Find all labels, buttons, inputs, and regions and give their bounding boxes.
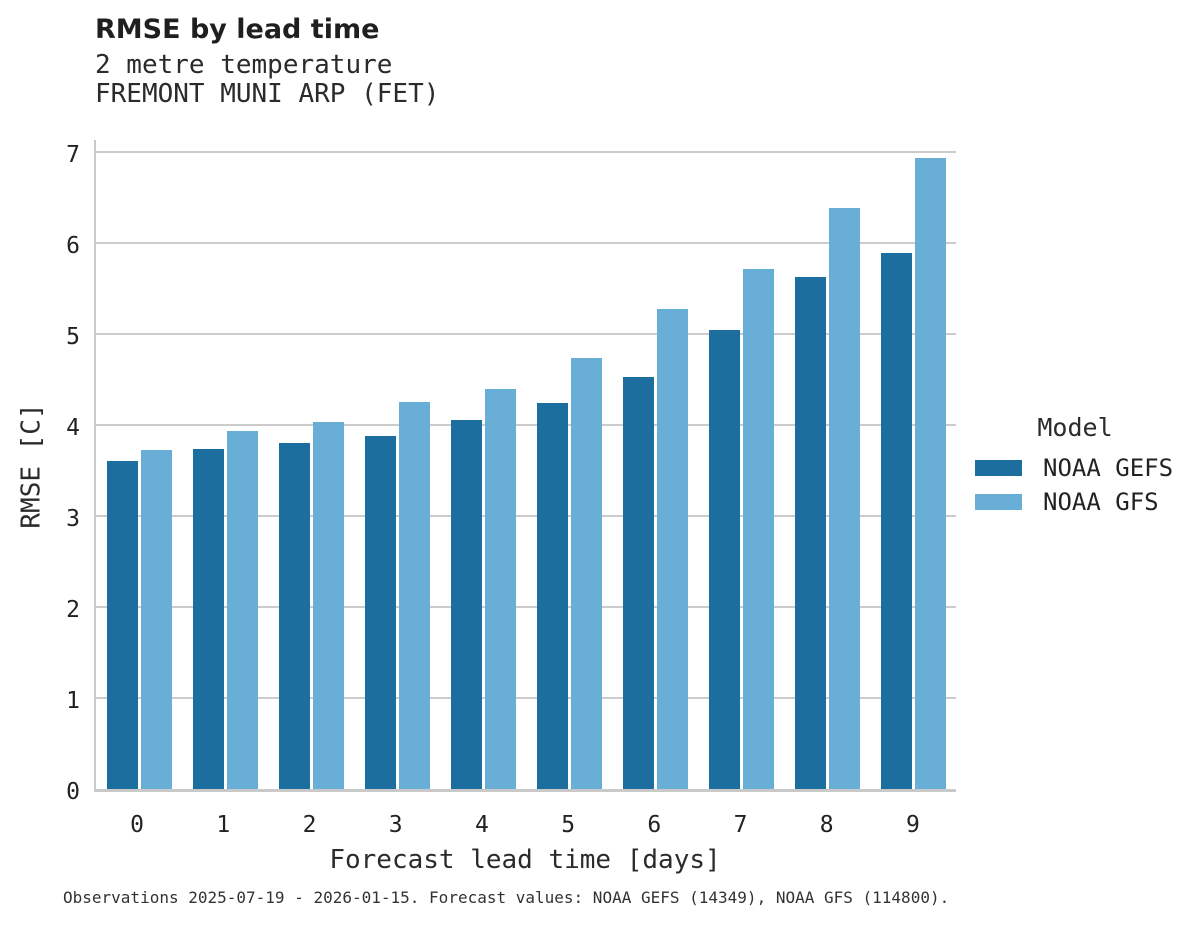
bar-noaa-gefs-day-1 [192, 449, 224, 789]
gridline-y-4 [96, 424, 956, 426]
gridline-y-7 [96, 151, 956, 153]
gridline-y-6 [96, 242, 956, 244]
legend-swatch-noaa-gfs [975, 494, 1022, 510]
x-tick-label-3: 3 [388, 812, 403, 838]
bar-group-day-4 [440, 140, 526, 789]
bar-noaa-gefs-day-8 [794, 277, 826, 789]
legend-label-noaa-gfs: NOAA GFS [1043, 488, 1159, 516]
bar-group-day-5 [526, 140, 612, 789]
bar-noaa-gefs-day-2 [278, 443, 310, 789]
x-tick-label-8: 8 [819, 812, 834, 838]
bar-group-day-7 [698, 140, 784, 789]
gridline-y-2 [96, 606, 956, 608]
bar-noaa-gfs-day-7 [742, 269, 774, 789]
legend-title: Model [1037, 413, 1113, 442]
x-tick-label-1: 1 [216, 812, 231, 838]
bar-noaa-gefs-day-5 [536, 403, 568, 789]
bar-noaa-gfs-day-5 [570, 358, 602, 789]
x-tick-label-9: 9 [906, 812, 920, 838]
legend-swatch-noaa-gefs [975, 460, 1022, 476]
gridline-y-5 [96, 333, 956, 335]
bar-noaa-gfs-day-3 [398, 402, 430, 789]
x-axis-label: Forecast lead time [days] [329, 845, 721, 875]
bar-group-day-2 [268, 140, 354, 789]
y-axis-ticks: 0 1 2 3 4 5 6 7 [0, 140, 80, 804]
bar-noaa-gefs-day-4 [450, 420, 482, 789]
legend-item-noaa-gfs: NOAA GFS [975, 488, 1175, 516]
bar-noaa-gfs-day-1 [226, 431, 258, 789]
x-tick-label-6: 6 [647, 812, 662, 838]
bar-noaa-gefs-day-0 [106, 461, 138, 789]
bar-noaa-gfs-day-9 [914, 158, 946, 789]
bar-groups [96, 140, 956, 789]
y-tick-label-2: 2 [66, 597, 80, 623]
chart-subtitle-variable: 2 metre temperature [95, 50, 393, 80]
bar-group-day-0 [96, 140, 182, 789]
gridline-y-3 [96, 515, 956, 517]
bar-group-day-8 [784, 140, 870, 789]
bar-noaa-gfs-day-6 [656, 309, 688, 789]
gridline-y-1 [96, 697, 956, 699]
bar-noaa-gefs-day-9 [880, 253, 912, 789]
bar-group-day-9 [870, 140, 956, 789]
bar-noaa-gfs-day-0 [140, 450, 172, 789]
x-axis-ticks: 0 1 2 3 4 5 6 7 8 9 [94, 812, 956, 838]
bar-noaa-gefs-day-6 [622, 377, 654, 789]
bar-noaa-gfs-day-2 [312, 422, 344, 789]
plot-area [94, 140, 956, 792]
x-tick-label-7: 7 [733, 812, 748, 838]
bar-noaa-gefs-day-7 [708, 330, 740, 789]
y-tick-label-3: 3 [66, 506, 80, 532]
y-tick-label-1: 1 [66, 688, 80, 714]
y-tick-label-0: 0 [66, 779, 80, 805]
bar-noaa-gfs-day-4 [484, 389, 516, 789]
y-tick-label-6: 6 [66, 233, 80, 259]
legend-item-noaa-gefs: NOAA GEFS [975, 454, 1175, 482]
bar-noaa-gefs-day-3 [364, 436, 396, 789]
y-tick-label-7: 7 [66, 142, 80, 168]
x-tick-label-0: 0 [130, 812, 145, 838]
bar-group-day-1 [182, 140, 268, 789]
x-tick-label-5: 5 [561, 812, 576, 838]
bar-noaa-gfs-day-8 [828, 208, 860, 789]
x-tick-label-2: 2 [302, 812, 317, 838]
legend-label-noaa-gefs: NOAA GEFS [1043, 454, 1174, 482]
caption: Observations 2025-07-19 - 2026-01-15. Fo… [63, 888, 950, 907]
chart-title: RMSE by lead time [95, 14, 380, 45]
chart-subtitle-station: FREMONT MUNI ARP (FET) [95, 79, 440, 109]
legend: Model NOAA GEFS NOAA GFS [975, 413, 1175, 525]
bar-group-day-3 [354, 140, 440, 789]
y-tick-label-4: 4 [66, 415, 80, 441]
bar-group-day-6 [612, 140, 698, 789]
x-tick-label-4: 4 [474, 812, 489, 838]
y-tick-label-5: 5 [66, 324, 80, 350]
